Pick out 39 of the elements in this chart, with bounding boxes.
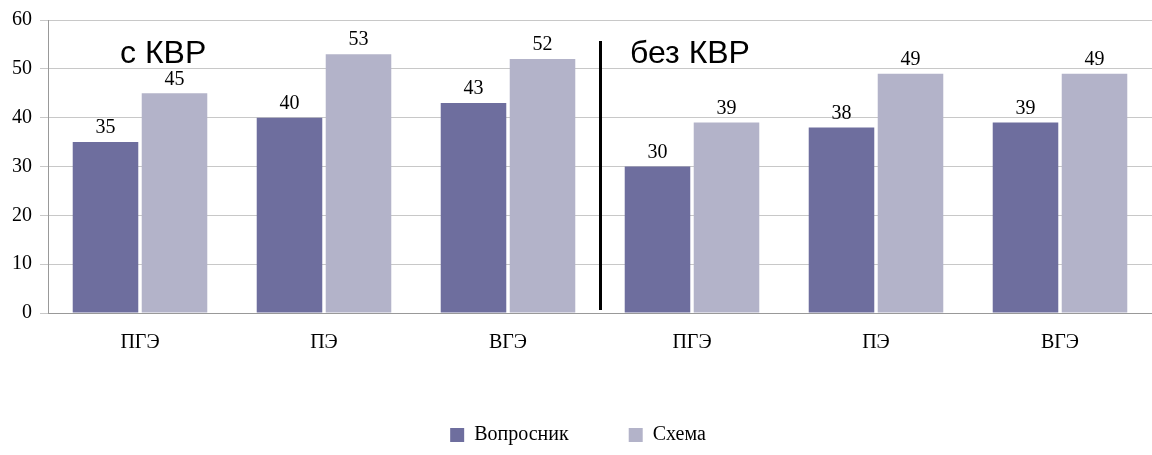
data-label: 40 (279, 90, 300, 113)
x-tick-label: ПГЭ (672, 330, 712, 353)
x-tick-label: ПЭ (310, 330, 338, 353)
bar (992, 122, 1059, 313)
bar (72, 142, 139, 313)
y-tick-label: 10 (12, 251, 32, 274)
legend-label: Схема (652, 422, 706, 445)
y-tick-label: 30 (12, 153, 32, 176)
legend-label: Вопросник (474, 422, 569, 446)
data-label: 53 (348, 27, 369, 50)
y-tick-label: 20 (12, 202, 32, 225)
data-label: 49 (900, 46, 921, 69)
y-tick-label: 40 (12, 104, 32, 127)
bar (325, 54, 392, 313)
data-label: 38 (831, 100, 852, 123)
x-tick-label: ПЭ (862, 330, 890, 353)
data-label: 52 (532, 32, 553, 55)
data-label: 30 (647, 139, 668, 162)
x-tick-label: ПГЭ (120, 330, 160, 353)
data-label: 49 (1084, 46, 1105, 69)
x-tick-label: ВГЭ (1040, 330, 1080, 353)
x-tick-label: ВГЭ (488, 330, 528, 353)
data-label: 39 (1015, 95, 1036, 118)
bar (808, 127, 875, 313)
bar (693, 122, 760, 313)
bar (877, 73, 944, 313)
y-tick-label: 60 (12, 7, 32, 30)
y-tick-label: 50 (12, 56, 32, 79)
data-label: 35 (95, 115, 116, 138)
annotation: без КВР (630, 33, 750, 71)
data-label: 39 (716, 95, 737, 118)
bar (1061, 73, 1128, 313)
bar (509, 59, 576, 313)
bar (256, 117, 323, 313)
y-tick-label: 0 (22, 300, 32, 323)
bar (141, 93, 208, 313)
bar (624, 166, 691, 313)
data-label: 43 (463, 76, 484, 99)
bar (440, 103, 507, 313)
